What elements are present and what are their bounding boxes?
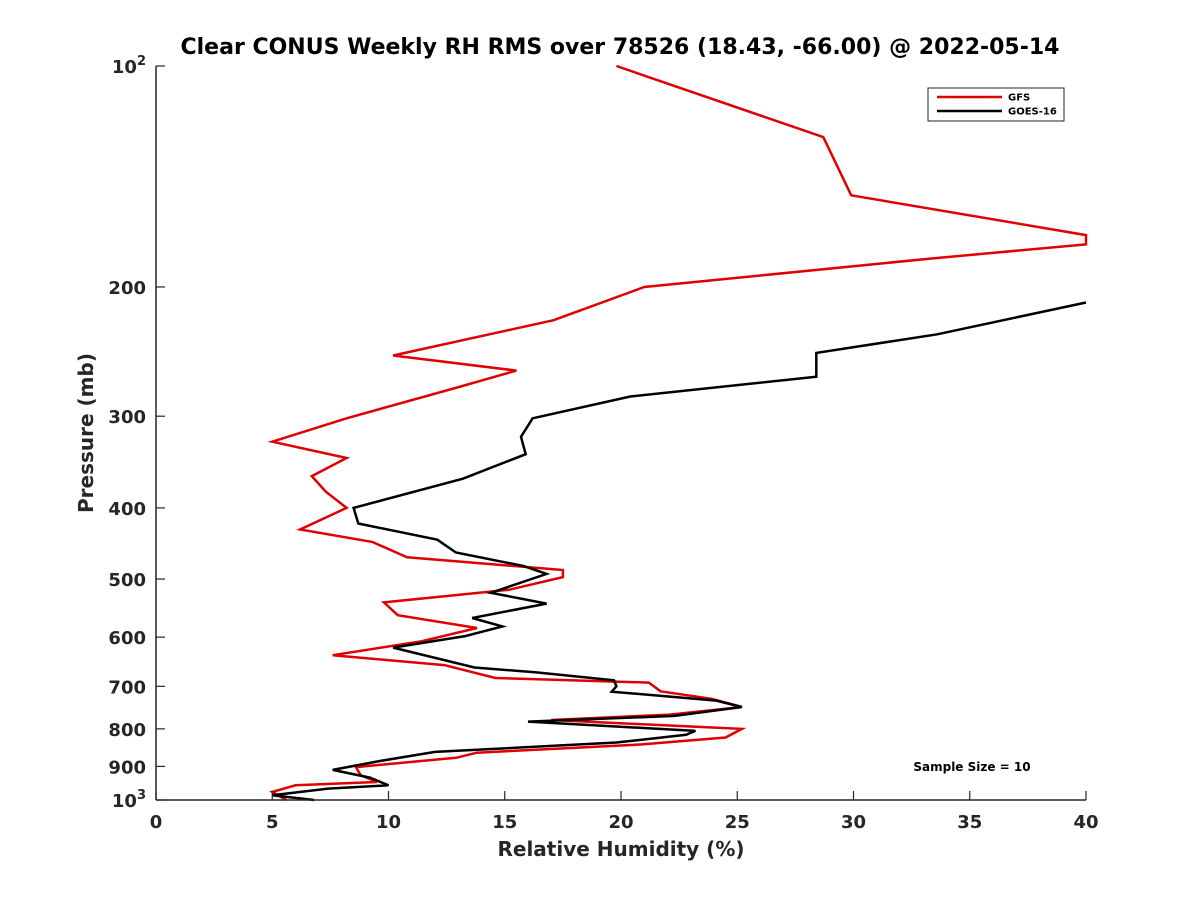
y-tick-label: 800 — [108, 720, 146, 741]
y-tick-label: 400 — [108, 499, 146, 520]
x-tick-label: 20 — [608, 812, 633, 833]
legend-box — [927, 87, 1065, 122]
chart-title: Clear CONUS Weekly RH RMS over 78526 (18… — [181, 35, 1060, 60]
x-tick-label: 15 — [492, 812, 517, 833]
sample-size-annotation: Sample Size = 10 — [913, 760, 1030, 774]
x-tick-label: 10 — [376, 812, 401, 833]
y-tick-label: 700 — [108, 677, 146, 698]
x-tick-label: 40 — [1073, 812, 1098, 833]
legend: GFS GOES-16 — [927, 87, 1065, 122]
y-tick-label: 300 — [108, 407, 146, 428]
y-axis-label: Pressure (mb) — [74, 353, 98, 513]
x-tick-label: 0 — [150, 812, 163, 833]
y-tick-label: 200 — [108, 278, 146, 299]
x-axis-label: Relative Humidity (%) — [497, 837, 744, 861]
x-ticks: 0 5 10 15 20 25 30 35 40 — [150, 791, 1099, 833]
y-tick-label: 102 — [112, 54, 146, 78]
series-line-gfs — [267, 64, 1088, 802]
y-ticks: 102 200 300 400 500 600 700 800 900 103 — [108, 54, 165, 812]
y-tick-label: 500 — [108, 570, 146, 591]
legend-label-goes16: GOES-16 — [1008, 107, 1057, 118]
legend-label-gfs: GFS — [1008, 93, 1030, 104]
x-tick-label: 35 — [957, 812, 982, 833]
y-tick-label: 103 — [112, 788, 146, 812]
x-tick-label: 5 — [266, 812, 279, 833]
series-layer — [267, 64, 1088, 802]
x-tick-label: 30 — [841, 812, 866, 833]
y-tick-label: 600 — [108, 628, 146, 649]
series-line-goes16 — [272, 301, 1087, 802]
axes — [155, 66, 1086, 801]
y-tick-label: 900 — [108, 757, 146, 778]
x-tick-label: 25 — [725, 812, 750, 833]
